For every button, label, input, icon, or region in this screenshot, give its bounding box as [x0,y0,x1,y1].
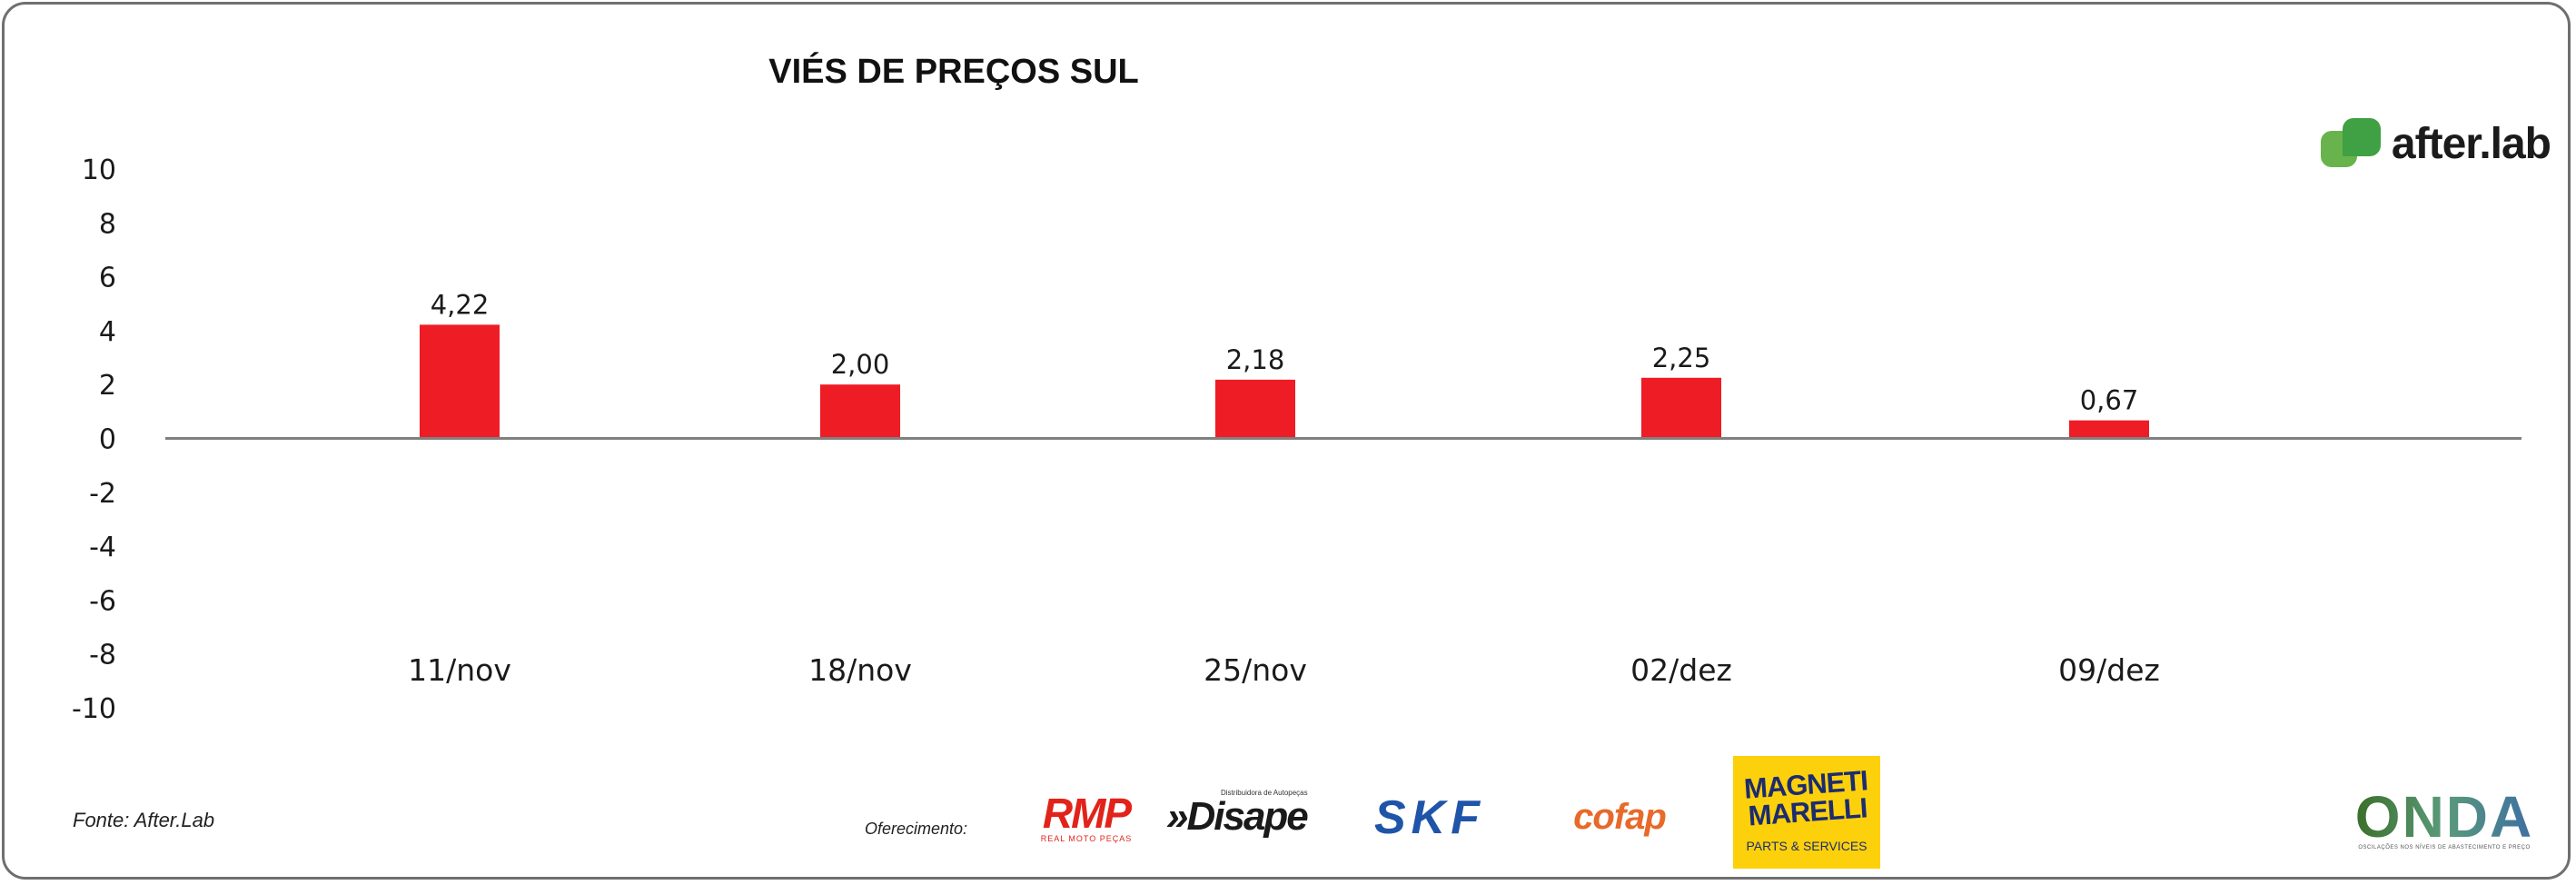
data-label: 2,00 [831,349,890,380]
after-lab-logo: after.lab [2320,118,2551,169]
brand-name: after.lab [2391,119,2551,168]
bar [420,324,500,439]
after-lab-leaf-icon [2320,118,2383,169]
onda-logo-name: ONDA [2354,784,2534,850]
rmp-logo-tagline: REAL MOTO PEÇAS [1040,834,1133,843]
y-tick-label: -8 [89,640,116,671]
bar [1215,379,1295,439]
magneti-logo-tagline: PARTS & SERVICES [1746,839,1868,853]
rmp-logo: RMP REAL MOTO PEÇAS [1026,792,1146,843]
magneti-logo-name: MAGNETI MARELLI [1742,764,1868,832]
onda-logo: ONDA OSCILAÇÕES NOS NÍVEIS DE ABASTECIME… [2351,784,2538,850]
skf-logo-name: SKF [1374,791,1485,844]
magneti-marelli-logo: MAGNETI MARELLI PARTS & SERVICES [1733,756,1880,869]
bar [1641,377,1721,439]
x-category-label: 09/dez [2058,652,2160,688]
chart-title: VIÉS DE PREÇOS SUL [768,53,1139,91]
y-tick-label: -6 [89,585,116,617]
onda-logo-tagline: OSCILAÇÕES NOS NÍVEIS DE ABASTECIMENTO E… [2358,845,2531,850]
x-category-label: 02/dez [1630,652,1732,688]
rmp-logo-name: RMP [1042,790,1132,837]
bar [2069,420,2149,439]
skf-logo: SKF [1344,794,1515,841]
x-category-label: 11/nov [408,652,511,688]
sponsor-label: Oferecimento: [865,820,968,838]
disape-logo-name: »Disape [1166,794,1309,839]
data-label: 4,22 [431,289,490,320]
data-label: 0,67 [2080,385,2139,416]
y-tick-label: 4 [99,316,116,348]
y-tick-label: -2 [89,478,116,510]
y-tick-label: 0 [99,424,116,456]
data-label: 2,25 [1652,343,1711,373]
x-category-label: 18/nov [808,652,912,688]
disape-logo-tagline: Distribuidora de Autopeças [1221,789,1308,797]
source-note: Fonte: After.Lab [73,809,215,831]
y-tick-label: -4 [89,532,116,563]
cofap-logo: cofap [1535,798,1704,836]
y-tick-label: 2 [99,370,116,402]
x-category-label: 25/nov [1204,652,1307,688]
cofap-logo-name: cofap [1573,797,1667,837]
disape-logo: Distribuidora de Autopeças »Disape [1166,789,1324,837]
y-tick-label: 8 [99,208,116,240]
y-tick-label: -10 [72,693,116,725]
data-label: 2,18 [1226,344,1285,375]
bar [820,384,900,439]
y-tick-label: 10 [82,154,116,186]
y-tick-label: 6 [99,263,116,294]
